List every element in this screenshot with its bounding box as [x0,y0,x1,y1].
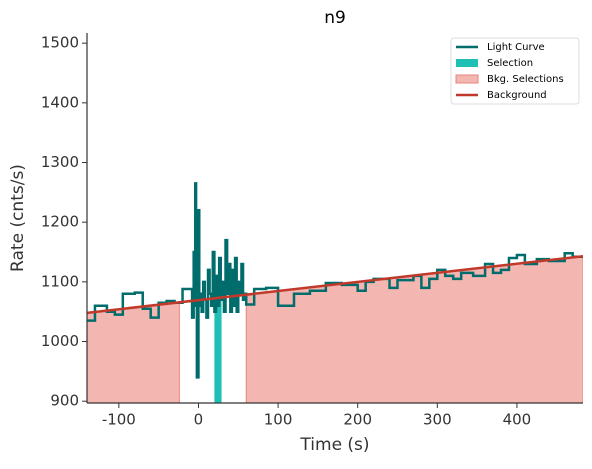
x-tick-label: 400 [503,411,532,429]
range-fill [214,297,222,403]
y-tick-label: 1500 [41,34,79,52]
y-axis-label: Rate (cnts/s) [8,164,28,272]
legend-label: Light Curve [487,42,545,53]
legend-label: Bkg. Selections [487,74,564,85]
chart-title: n9 [324,8,346,28]
legend-box [450,37,580,105]
legend-swatch [455,74,479,84]
background-line [87,254,583,315]
x-tick-label: -100 [102,411,136,429]
x-tick-label: 100 [264,411,293,429]
light-curve [87,182,583,379]
legend-label: Selection [487,58,533,69]
y-tick-label: 1300 [41,153,79,171]
x-tick-label: 200 [343,411,372,429]
legend-swatch [456,59,478,67]
range-fill [245,255,583,403]
y-tick-label: 1000 [41,332,79,350]
y-tick-label: 900 [50,392,79,410]
range-fill [87,301,180,403]
x-tick-label: 300 [423,411,452,429]
y-tick-label: 1200 [41,213,79,231]
y-tick-label: 1100 [41,272,79,290]
x-axis-label: Time (s) [299,435,369,455]
x-tick-label: 0 [194,411,204,429]
plot [87,182,583,403]
legend-label: Background [487,90,547,101]
y-tick-label: 1400 [41,93,79,111]
